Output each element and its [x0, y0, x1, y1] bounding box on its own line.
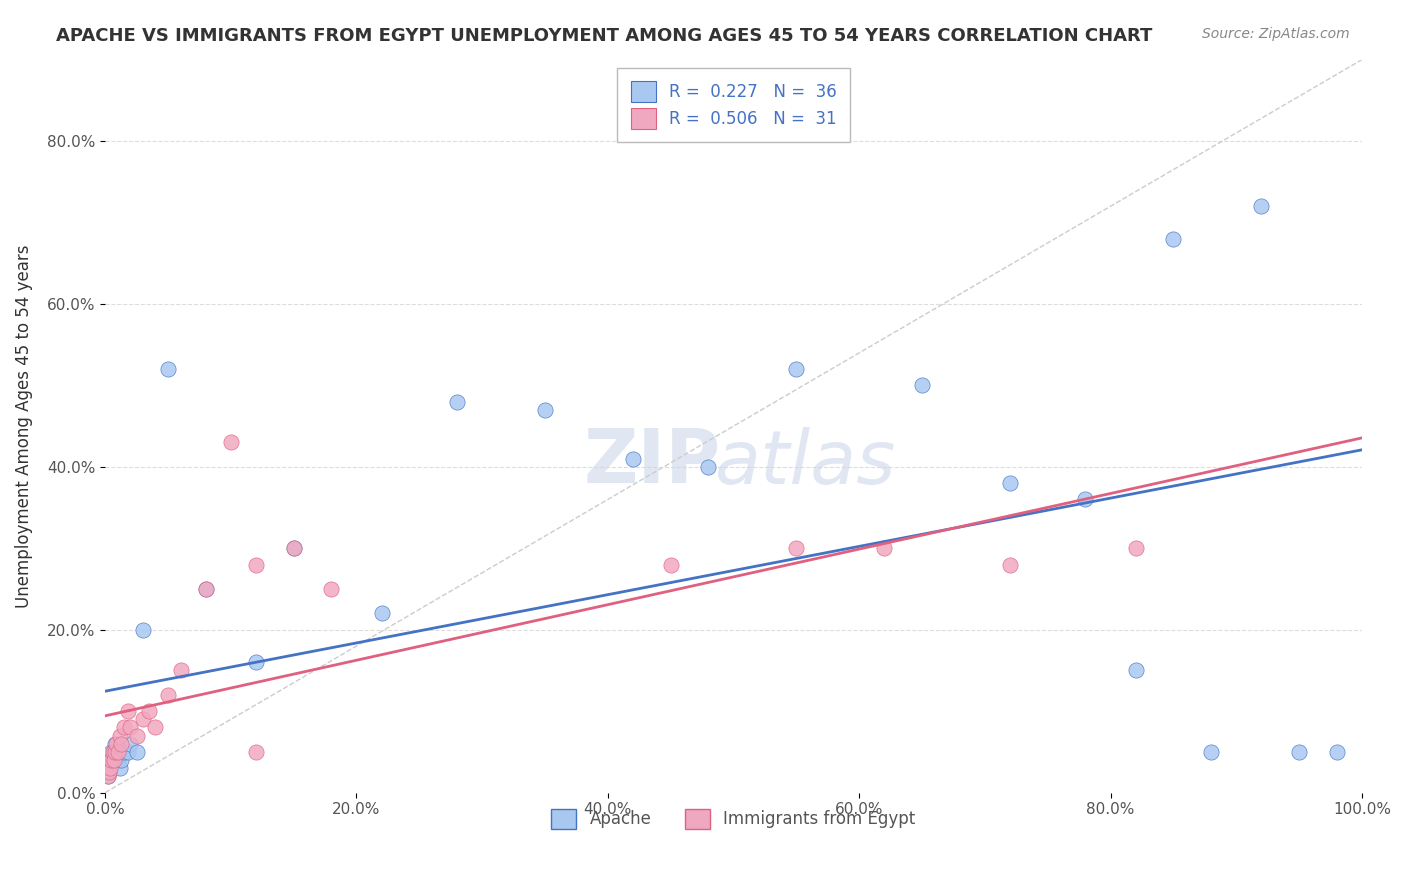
Point	[1250, 199, 1272, 213]
Point	[697, 459, 720, 474]
Point	[97, 761, 120, 775]
Point	[108, 729, 131, 743]
Point	[132, 712, 155, 726]
Point	[998, 558, 1021, 572]
Text: ZIP: ZIP	[583, 426, 720, 500]
Point	[120, 737, 142, 751]
Legend: Apache, Immigrants from Egypt: Apache, Immigrants from Egypt	[546, 802, 922, 836]
Point	[283, 541, 305, 556]
Point	[104, 737, 127, 751]
Point	[110, 737, 132, 751]
Point	[104, 745, 127, 759]
Point	[108, 745, 131, 759]
Point	[873, 541, 896, 556]
Point	[103, 753, 125, 767]
Point	[156, 362, 179, 376]
Point	[1199, 745, 1222, 759]
Point	[169, 664, 191, 678]
Point	[97, 769, 120, 783]
Y-axis label: Unemployment Among Ages 45 to 54 years: Unemployment Among Ages 45 to 54 years	[15, 244, 32, 607]
Point	[1288, 745, 1310, 759]
Point	[132, 623, 155, 637]
Point	[112, 721, 135, 735]
Point	[101, 745, 124, 759]
Point	[446, 394, 468, 409]
Point	[245, 558, 267, 572]
Point	[100, 753, 122, 767]
Point	[245, 745, 267, 759]
Point	[138, 704, 160, 718]
Point	[105, 745, 128, 759]
Point	[785, 541, 807, 556]
Point	[245, 656, 267, 670]
Point	[101, 753, 124, 767]
Point	[107, 753, 129, 767]
Text: Source: ZipAtlas.com: Source: ZipAtlas.com	[1202, 27, 1350, 41]
Point	[125, 729, 148, 743]
Point	[97, 765, 120, 780]
Point	[98, 761, 121, 775]
Point	[98, 753, 121, 767]
Point	[998, 476, 1021, 491]
Point	[194, 582, 217, 596]
Point	[105, 737, 128, 751]
Point	[534, 402, 557, 417]
Point	[117, 704, 139, 718]
Text: atlas: atlas	[714, 426, 896, 499]
Point	[219, 435, 242, 450]
Point	[97, 769, 120, 783]
Point	[283, 541, 305, 556]
Point	[911, 378, 934, 392]
Point	[110, 753, 132, 767]
Point	[100, 745, 122, 759]
Point	[112, 745, 135, 759]
Point	[370, 607, 392, 621]
Point	[1163, 232, 1185, 246]
Point	[1074, 492, 1097, 507]
Text: APACHE VS IMMIGRANTS FROM EGYPT UNEMPLOYMENT AMONG AGES 45 TO 54 YEARS CORRELATI: APACHE VS IMMIGRANTS FROM EGYPT UNEMPLOY…	[56, 27, 1153, 45]
Point	[1326, 745, 1348, 759]
Point	[117, 745, 139, 759]
Point	[108, 761, 131, 775]
Point	[145, 721, 167, 735]
Point	[1125, 541, 1147, 556]
Point	[621, 451, 644, 466]
Point	[156, 688, 179, 702]
Point	[659, 558, 682, 572]
Point	[103, 745, 125, 759]
Point	[120, 721, 142, 735]
Point	[1125, 664, 1147, 678]
Point	[321, 582, 343, 596]
Point	[125, 745, 148, 759]
Point	[194, 582, 217, 596]
Point	[785, 362, 807, 376]
Point	[107, 745, 129, 759]
